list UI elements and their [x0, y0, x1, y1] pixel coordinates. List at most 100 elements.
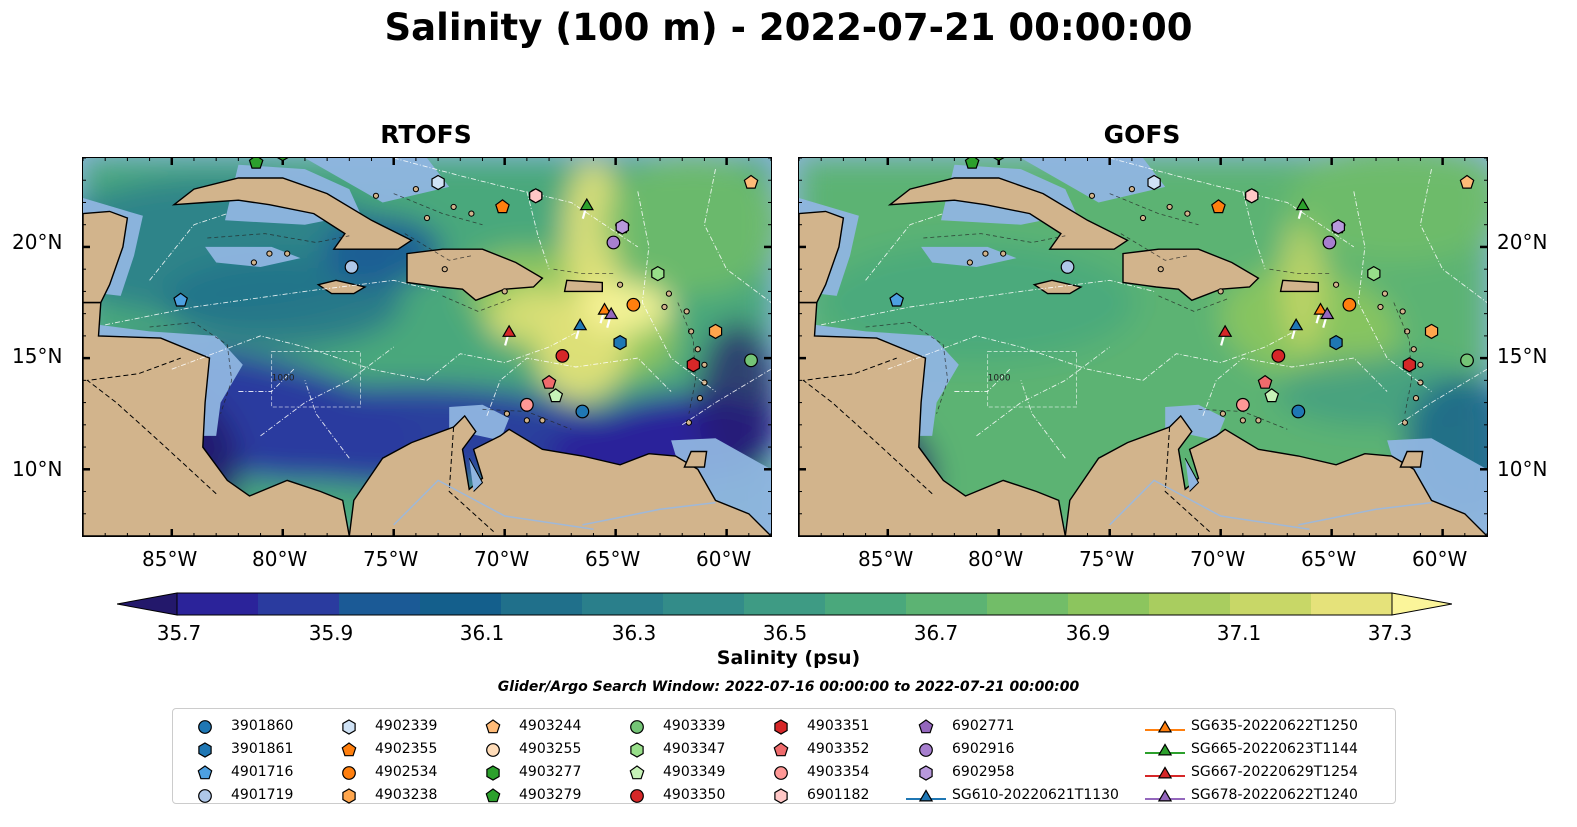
platform-4903352[interactable]	[1257, 374, 1273, 389]
platform-4901716[interactable]	[173, 292, 189, 307]
platform-SG665-20220623T1144[interactable]	[579, 197, 594, 211]
colorbar-extend-max	[1391, 592, 1453, 616]
platform-4903244[interactable]	[1459, 174, 1475, 189]
platform-SG667-20220629T1254[interactable]	[502, 324, 517, 337]
colorbar-bin	[663, 593, 745, 615]
axis-ticks	[799, 158, 1487, 536]
platform-6902958[interactable]	[615, 219, 630, 235]
lon-tick-label: 70°W	[474, 547, 530, 571]
platform-6901182[interactable]	[529, 188, 543, 204]
platform-4903354[interactable]	[1235, 397, 1250, 412]
platform-SG667-20220629T1254[interactable]	[1218, 324, 1233, 337]
platform-4902534[interactable]	[1342, 297, 1357, 312]
land-puertorico	[1279, 279, 1319, 293]
platform-4903279[interactable]	[964, 158, 980, 169]
legend-marker	[773, 742, 789, 757]
legend-label: SG610-20220621T1130	[952, 787, 1119, 803]
platform-SG678-20220622T1240[interactable]	[1320, 306, 1335, 320]
legend-marker	[198, 742, 212, 758]
platform-4903351[interactable]	[1402, 357, 1417, 373]
platform-4901719[interactable]	[1060, 260, 1075, 274]
platform-6902916[interactable]	[606, 235, 621, 250]
legend-label: 4903352	[807, 741, 870, 757]
platform-SG635-20220622T1250[interactable]	[597, 302, 612, 315]
legend-label: 3901861	[231, 741, 294, 757]
platform-4903277[interactable]	[277, 158, 289, 162]
platform-4903279[interactable]	[248, 158, 264, 169]
colorbar-tick-label: 36.1	[459, 621, 505, 645]
lat-tick-label: 20°N	[12, 230, 63, 254]
legend-label: 4903349	[663, 764, 726, 780]
platform-4902534[interactable]	[626, 297, 641, 312]
colorbar-tick-label: 36.3	[611, 621, 657, 645]
lat-tick-label: 10°N	[1497, 457, 1548, 481]
platform-4903244[interactable]	[743, 174, 759, 189]
rtofs-map[interactable]: 1000	[82, 157, 772, 537]
platform-4902355[interactable]	[495, 199, 510, 214]
platform-4903352[interactable]	[541, 374, 557, 389]
colorbar-tick-label: 36.5	[762, 621, 808, 645]
colorbar-tick-label: 36.7	[913, 621, 959, 645]
platform-4903238[interactable]	[708, 323, 723, 340]
observation-platforms	[889, 158, 1475, 419]
platform-SG610-20220621T1130[interactable]	[1289, 317, 1304, 331]
platform-4903350[interactable]	[555, 348, 570, 363]
legend-marker	[1157, 743, 1173, 756]
platform-4903354[interactable]	[519, 397, 534, 412]
platform-3901861[interactable]	[1329, 334, 1343, 351]
platform-4901719[interactable]	[344, 260, 359, 274]
colorbar-bin	[501, 593, 583, 615]
colorbar-bin	[987, 593, 1069, 615]
platform-SG665-20220623T1144[interactable]	[1295, 197, 1310, 211]
platform-4903347[interactable]	[1367, 265, 1381, 282]
land-centralam	[799, 301, 1067, 536]
gofs-map[interactable]: 1000	[798, 157, 1488, 537]
legend-label: SG667-20220629T1254	[1191, 764, 1358, 780]
platform-4903349[interactable]	[1264, 388, 1280, 403]
platform-3901860[interactable]	[575, 404, 590, 419]
platform-4903347[interactable]	[651, 265, 665, 282]
legend-marker	[198, 789, 212, 803]
platform-SG635-20220622T1250[interactable]	[1313, 302, 1328, 315]
search-window-caption: Glider/Argo Search Window: 2022-07-16 00…	[497, 679, 1080, 695]
platform-4902339[interactable]	[1147, 174, 1161, 191]
platform-6902958[interactable]	[1331, 219, 1346, 235]
rtofs-panel-title: RTOFS	[380, 120, 472, 149]
legend-marker	[630, 742, 644, 758]
platform-4901716[interactable]	[889, 292, 905, 307]
land-puertorico	[563, 279, 603, 293]
legend: 3901860 3901861 4901716 4901719 4902339 49023…	[172, 708, 1396, 804]
platform-4903350[interactable]	[1271, 348, 1286, 363]
colorbar-tick-label: 36.9	[1065, 621, 1111, 645]
platform-6902916[interactable]	[1322, 235, 1337, 250]
colorbar-tick-label: 37.3	[1367, 621, 1413, 645]
platform-4903339[interactable]	[1460, 353, 1474, 368]
platform-3901861[interactable]	[613, 334, 627, 351]
platform-4903351[interactable]	[686, 357, 701, 373]
colorbar-extend-min	[116, 592, 178, 616]
platform-3901860[interactable]	[1291, 404, 1306, 419]
legend-label: 4903354	[807, 764, 870, 780]
platform-6901182[interactable]	[1245, 188, 1259, 204]
lon-tick-label: 80°W	[968, 547, 1024, 571]
legend-label: 4902355	[375, 741, 438, 757]
legend-marker	[919, 765, 933, 781]
platform-4902355[interactable]	[1211, 199, 1226, 214]
platform-4902339[interactable]	[431, 174, 445, 191]
legend-marker	[918, 719, 934, 734]
legend-marker	[918, 789, 934, 802]
legend-label: 3901860	[231, 718, 294, 734]
lon-tick-label: 60°W	[696, 547, 752, 571]
platform-4903349[interactable]	[548, 388, 564, 403]
land-masses	[83, 158, 771, 536]
colorbar-tick-label: 35.9	[308, 621, 354, 645]
land-trinidad	[1399, 450, 1424, 468]
platform-4903277[interactable]	[993, 158, 1005, 162]
platform-SG610-20220621T1130[interactable]	[573, 317, 588, 331]
platform-4903339[interactable]	[744, 353, 758, 368]
land-hispaniola	[406, 248, 544, 302]
land-jamaica	[1032, 279, 1083, 295]
platform-4903238[interactable]	[1424, 323, 1439, 340]
eez-boundaries	[105, 158, 771, 459]
platform-SG678-20220622T1240[interactable]	[604, 306, 619, 320]
